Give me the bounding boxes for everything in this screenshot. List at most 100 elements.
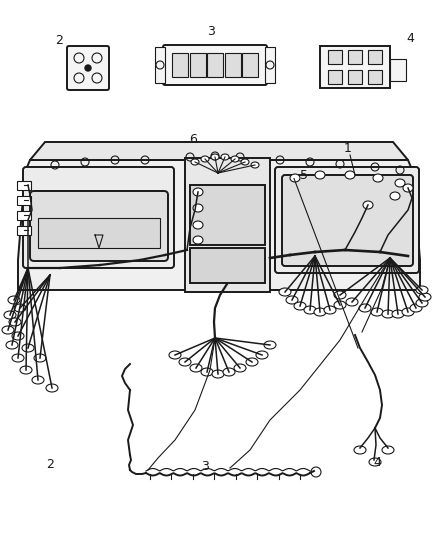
Ellipse shape bbox=[416, 286, 428, 294]
Bar bbox=[242, 53, 258, 77]
Bar bbox=[348, 70, 362, 84]
Ellipse shape bbox=[264, 341, 276, 349]
Ellipse shape bbox=[251, 162, 259, 168]
Text: 6: 6 bbox=[189, 133, 197, 146]
Bar bbox=[328, 70, 342, 84]
Ellipse shape bbox=[279, 288, 291, 296]
Bar bbox=[185, 158, 270, 292]
Bar bbox=[225, 53, 240, 77]
Ellipse shape bbox=[223, 368, 235, 376]
Text: 4: 4 bbox=[374, 456, 381, 470]
Polygon shape bbox=[18, 160, 420, 290]
Ellipse shape bbox=[354, 446, 366, 454]
Ellipse shape bbox=[179, 358, 191, 366]
Ellipse shape bbox=[294, 302, 306, 310]
Ellipse shape bbox=[402, 308, 414, 316]
Text: 2: 2 bbox=[46, 458, 54, 471]
Ellipse shape bbox=[212, 370, 224, 378]
Ellipse shape bbox=[231, 156, 239, 162]
Ellipse shape bbox=[193, 204, 203, 212]
Text: 3: 3 bbox=[207, 25, 215, 38]
Bar bbox=[17, 181, 31, 190]
FancyBboxPatch shape bbox=[163, 45, 267, 85]
Ellipse shape bbox=[286, 296, 298, 304]
Bar bbox=[390, 59, 406, 81]
Circle shape bbox=[85, 65, 91, 71]
Ellipse shape bbox=[241, 159, 249, 165]
Ellipse shape bbox=[419, 293, 431, 301]
Bar bbox=[155, 47, 165, 83]
Ellipse shape bbox=[193, 188, 203, 196]
FancyBboxPatch shape bbox=[275, 167, 419, 273]
Ellipse shape bbox=[363, 201, 373, 209]
Ellipse shape bbox=[345, 171, 355, 179]
FancyBboxPatch shape bbox=[67, 46, 109, 90]
Ellipse shape bbox=[392, 310, 404, 318]
Bar bbox=[190, 248, 265, 283]
Polygon shape bbox=[30, 142, 408, 160]
Ellipse shape bbox=[46, 384, 58, 392]
Text: 2: 2 bbox=[55, 34, 63, 47]
Bar bbox=[17, 196, 31, 205]
Ellipse shape bbox=[22, 344, 34, 352]
Bar bbox=[17, 225, 31, 235]
Ellipse shape bbox=[211, 154, 219, 160]
Ellipse shape bbox=[9, 318, 21, 326]
Ellipse shape bbox=[346, 298, 358, 306]
Bar bbox=[328, 50, 342, 64]
Ellipse shape bbox=[334, 291, 346, 299]
Ellipse shape bbox=[315, 171, 325, 179]
Ellipse shape bbox=[12, 354, 24, 362]
Text: 1: 1 bbox=[344, 142, 352, 155]
Ellipse shape bbox=[6, 341, 18, 349]
Bar bbox=[190, 53, 205, 77]
Ellipse shape bbox=[221, 154, 229, 160]
Bar bbox=[320, 46, 390, 88]
Ellipse shape bbox=[2, 326, 14, 334]
Ellipse shape bbox=[191, 159, 199, 165]
Ellipse shape bbox=[193, 236, 203, 244]
Text: 3: 3 bbox=[201, 460, 209, 473]
Text: 5: 5 bbox=[300, 168, 308, 182]
Bar bbox=[38, 218, 160, 248]
FancyBboxPatch shape bbox=[23, 167, 174, 268]
FancyBboxPatch shape bbox=[282, 175, 413, 266]
Ellipse shape bbox=[193, 221, 203, 229]
Bar bbox=[17, 211, 31, 220]
Text: 4: 4 bbox=[406, 32, 414, 45]
Ellipse shape bbox=[201, 156, 209, 162]
Ellipse shape bbox=[20, 366, 32, 374]
FancyBboxPatch shape bbox=[30, 191, 168, 261]
Ellipse shape bbox=[382, 310, 394, 318]
Ellipse shape bbox=[390, 192, 400, 200]
Ellipse shape bbox=[4, 311, 16, 319]
Ellipse shape bbox=[12, 332, 24, 340]
Ellipse shape bbox=[371, 308, 383, 316]
Ellipse shape bbox=[201, 368, 213, 376]
Ellipse shape bbox=[403, 184, 413, 192]
Ellipse shape bbox=[416, 299, 428, 307]
Ellipse shape bbox=[369, 458, 381, 466]
Ellipse shape bbox=[334, 301, 346, 309]
Ellipse shape bbox=[395, 179, 405, 187]
Ellipse shape bbox=[324, 306, 336, 314]
Ellipse shape bbox=[311, 467, 321, 477]
Ellipse shape bbox=[14, 304, 26, 312]
Bar bbox=[348, 50, 362, 64]
Ellipse shape bbox=[359, 304, 371, 312]
Ellipse shape bbox=[382, 446, 394, 454]
Ellipse shape bbox=[314, 308, 326, 316]
Ellipse shape bbox=[410, 304, 422, 312]
Ellipse shape bbox=[8, 296, 20, 304]
Ellipse shape bbox=[304, 306, 316, 314]
Bar bbox=[368, 50, 382, 64]
Ellipse shape bbox=[169, 351, 181, 359]
Ellipse shape bbox=[190, 364, 202, 372]
Ellipse shape bbox=[290, 174, 300, 182]
Ellipse shape bbox=[246, 358, 258, 366]
Bar bbox=[265, 47, 275, 83]
Ellipse shape bbox=[256, 351, 268, 359]
Ellipse shape bbox=[34, 354, 46, 362]
Ellipse shape bbox=[32, 376, 44, 384]
Ellipse shape bbox=[234, 364, 246, 372]
